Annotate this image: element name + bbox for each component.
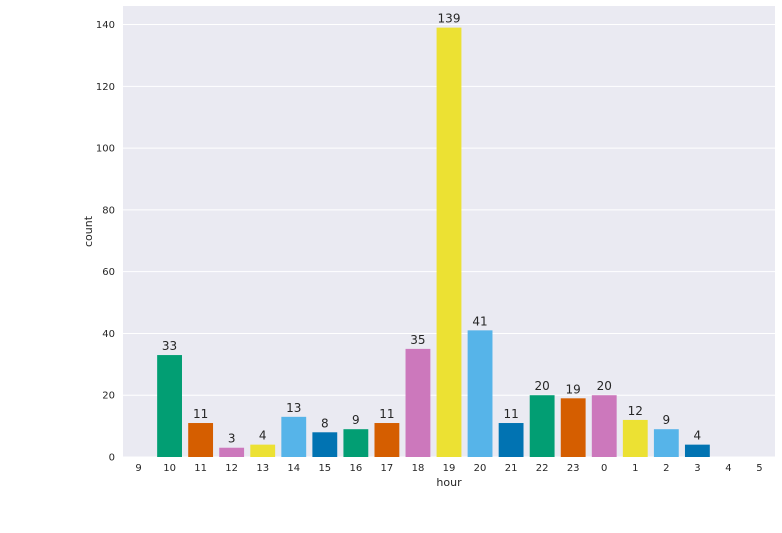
x-tick-label: 22 — [536, 463, 549, 474]
x-tick-label: 14 — [287, 463, 300, 474]
bar-hour-3 — [684, 444, 710, 457]
x-tick-label: 17 — [381, 463, 394, 474]
bar-hour-2 — [653, 429, 679, 457]
x-tick-label: 5 — [756, 463, 762, 474]
x-tick-label: 2 — [663, 463, 669, 474]
bar-hour-13 — [250, 444, 276, 457]
y-tick-label: 80 — [102, 205, 115, 216]
x-tick-label: 9 — [135, 463, 141, 474]
y-axis-ticks: 0 20 40 60 80 100 120 140 — [96, 20, 115, 463]
bar-hour-11 — [188, 423, 214, 457]
bar-data-label: 9 — [663, 413, 671, 427]
x-tick-label: 21 — [505, 463, 518, 474]
bar-data-label: 11 — [379, 407, 394, 421]
y-tick-label: 120 — [96, 82, 115, 93]
bar-hour-12 — [219, 447, 245, 457]
bar-data-label: 4 — [259, 429, 267, 443]
bar-hour-17 — [374, 423, 400, 457]
x-tick-label: 12 — [225, 463, 238, 474]
bar-hour-10 — [157, 355, 182, 457]
y-tick-label: 40 — [102, 329, 115, 340]
bar-data-label: 139 — [438, 12, 461, 26]
bar-hour-14 — [281, 416, 307, 457]
bar-data-label: 20 — [597, 379, 612, 393]
bar-hour-18 — [405, 348, 431, 457]
x-tick-label: 16 — [349, 463, 362, 474]
y-axis-label: count — [82, 215, 95, 247]
bar-hour-20 — [467, 330, 493, 457]
bar-data-label: 35 — [410, 333, 425, 347]
x-tick-label: 0 — [601, 463, 607, 474]
y-tick-label: 0 — [109, 453, 115, 464]
bar-hour-16 — [343, 429, 369, 457]
bar-data-label: 41 — [472, 314, 487, 328]
bar-hour-0 — [591, 395, 617, 457]
bar-data-label: 8 — [321, 416, 329, 430]
bar-data-label: 11 — [193, 407, 208, 421]
bar-data-label: 11 — [503, 407, 518, 421]
bar-data-labels: 33 11 3 4 13 8 9 11 35 139 41 11 20 19 20 12 9 4 — [162, 12, 701, 446]
x-tick-label: 19 — [443, 463, 456, 474]
x-tick-label: 20 — [474, 463, 487, 474]
bar-hour-1 — [622, 419, 648, 457]
x-tick-label: 23 — [567, 463, 580, 474]
y-tick-label: 140 — [96, 20, 115, 31]
x-tick-label: 13 — [256, 463, 269, 474]
x-axis-label: hour — [436, 476, 462, 489]
y-tick-label: 100 — [96, 144, 115, 155]
y-tick-label: 60 — [102, 267, 115, 278]
y-tick-label: 20 — [102, 391, 115, 402]
x-tick-label: 1 — [632, 463, 638, 474]
bar-hour-23 — [560, 398, 586, 457]
bar-hour-21 — [498, 423, 524, 457]
bar-data-label: 13 — [286, 401, 301, 415]
bar-data-label: 20 — [535, 379, 550, 393]
x-tick-label: 11 — [194, 463, 207, 474]
bar-data-label: 12 — [628, 404, 643, 418]
bar-data-label: 9 — [352, 413, 360, 427]
bar-data-label: 3 — [228, 432, 236, 446]
x-tick-label: 10 — [163, 463, 176, 474]
x-tick-label: 15 — [318, 463, 331, 474]
bar-data-label: 33 — [162, 339, 177, 353]
bar-data-label: 4 — [694, 429, 702, 443]
bar-data-label: 19 — [566, 382, 581, 396]
bar-hour-15 — [312, 432, 338, 457]
bars — [157, 27, 710, 457]
bar-hour-22 — [529, 395, 555, 457]
x-axis-ticks: 9 10 11 12 13 14 15 16 17 18 19 20 21 22 23 0 1 2 3 4 5 — [135, 463, 762, 474]
x-tick-label: 18 — [412, 463, 425, 474]
x-tick-label: 4 — [725, 463, 731, 474]
bar-hour-19 — [436, 27, 462, 457]
x-tick-label: 3 — [694, 463, 700, 474]
